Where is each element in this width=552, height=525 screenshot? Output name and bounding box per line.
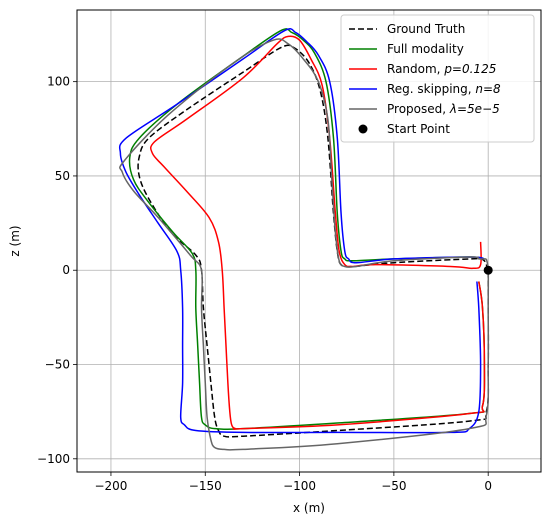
plot-area bbox=[118, 28, 493, 451]
x-tick-label: −200 bbox=[94, 479, 127, 493]
series-line-0 bbox=[137, 44, 490, 438]
x-axis-ticks: −200 −150 −100 −50 0 bbox=[94, 472, 492, 493]
x-tick-label: −100 bbox=[283, 479, 316, 493]
legend-label: Start Point bbox=[387, 122, 450, 136]
series-line-2 bbox=[149, 35, 486, 430]
axes-frame bbox=[76, 9, 542, 473]
x-tick-label: 0 bbox=[484, 479, 492, 493]
series-line-4 bbox=[119, 38, 490, 451]
legend-label: Full modality bbox=[387, 42, 464, 56]
x-tick-label: −150 bbox=[189, 479, 222, 493]
y-axis-label: z (m) bbox=[8, 225, 22, 256]
legend-label: Random, p=0.125 bbox=[387, 62, 496, 76]
y-tick-label: −100 bbox=[37, 452, 70, 466]
legend-label: Reg. skipping, n=8 bbox=[387, 82, 501, 96]
y-axis-ticks: −100 −50 0 50 100 bbox=[37, 75, 77, 466]
legend-marker bbox=[358, 124, 368, 134]
x-tick-label: −50 bbox=[381, 479, 406, 493]
x-axis-label: x (m) bbox=[293, 501, 325, 515]
series-line-1 bbox=[128, 28, 486, 430]
y-tick-label: 0 bbox=[62, 263, 70, 277]
series-line-3 bbox=[118, 28, 485, 434]
legend-label: Proposed, λ=5e−5 bbox=[387, 102, 500, 116]
legend-label: Ground Truth bbox=[387, 22, 465, 36]
y-tick-label: 100 bbox=[47, 75, 70, 89]
y-tick-label: −50 bbox=[45, 358, 70, 372]
y-tick-label: 50 bbox=[55, 169, 70, 183]
legend: Ground Truth Full modality Random, p=0.125… bbox=[340, 14, 535, 143]
start-point-marker bbox=[483, 265, 493, 275]
legend-box bbox=[340, 14, 535, 143]
